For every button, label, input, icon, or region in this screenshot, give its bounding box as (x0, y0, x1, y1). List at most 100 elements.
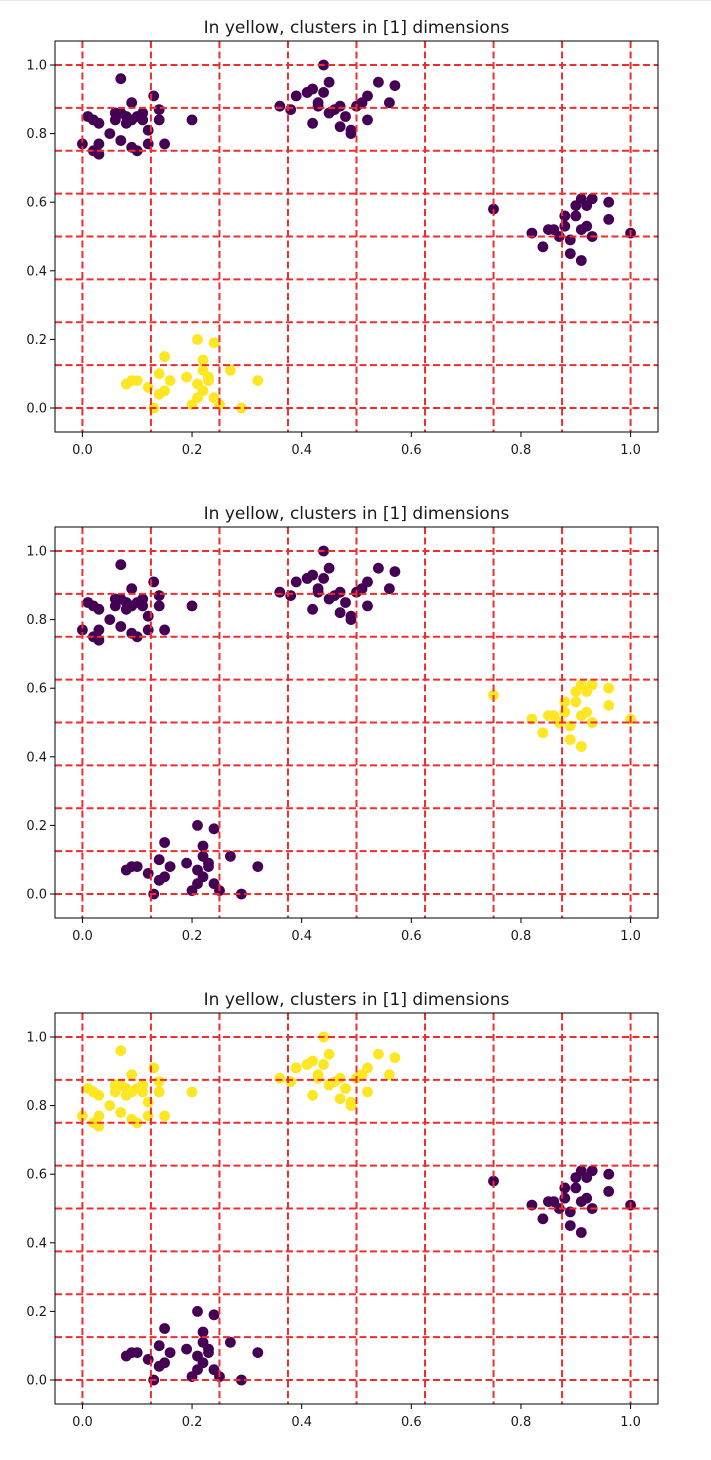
data-point (274, 100, 286, 112)
data-point (384, 1069, 395, 1081)
data-point (186, 600, 198, 612)
scatter-points (77, 59, 636, 414)
x-tick-label: 0.8 (511, 929, 532, 944)
data-point (186, 114, 198, 126)
data-point (362, 600, 373, 612)
scatter-points (77, 1031, 636, 1386)
data-point (131, 631, 143, 643)
data-point (307, 1055, 318, 1067)
data-point (312, 583, 324, 595)
data-point (126, 583, 138, 595)
data-point (159, 385, 171, 397)
data-point (77, 1110, 88, 1122)
data-point (131, 861, 143, 872)
data-point (575, 255, 587, 266)
data-point (340, 597, 351, 608)
chart-title: In yellow, clusters in [1] dimensions (204, 18, 510, 38)
data-point (77, 624, 88, 636)
data-point (142, 1354, 154, 1365)
x-tick-label: 0.2 (182, 929, 203, 944)
data-point (115, 621, 127, 632)
data-point (104, 128, 116, 140)
x-tick-label: 0.4 (291, 1415, 312, 1430)
data-point (537, 241, 549, 253)
data-point (318, 87, 329, 98)
data-point (197, 871, 209, 883)
data-point (252, 1347, 264, 1358)
y-tick-label: 0.6 (26, 682, 47, 697)
data-point (334, 607, 346, 619)
data-point (537, 1213, 549, 1225)
data-point (131, 1117, 143, 1129)
data-point (362, 114, 373, 126)
data-point (203, 1347, 214, 1358)
data-point (285, 104, 297, 115)
data-point (153, 600, 165, 612)
data-point (290, 576, 302, 588)
data-point (186, 1086, 198, 1098)
data-point (153, 1340, 165, 1352)
data-point (164, 375, 176, 386)
data-point (603, 1186, 615, 1197)
x-tick-label: 0.0 (72, 443, 93, 458)
data-point (334, 586, 346, 598)
data-point (603, 196, 615, 208)
data-point (389, 566, 401, 577)
data-point (334, 100, 346, 112)
data-point (197, 1326, 209, 1338)
data-point (559, 1182, 571, 1194)
data-point (586, 1165, 598, 1177)
data-point (581, 706, 593, 718)
data-point (312, 97, 324, 109)
data-point (340, 1083, 351, 1094)
data-point (181, 857, 193, 869)
data-point (197, 354, 209, 366)
data-point (307, 83, 318, 95)
y-tick-label: 1.0 (26, 545, 47, 560)
data-point (225, 850, 236, 862)
data-point (236, 888, 247, 900)
data-point (559, 696, 571, 708)
data-point (142, 610, 154, 622)
data-point (559, 1192, 571, 1204)
data-point (323, 562, 335, 574)
x-tick-label: 0.8 (511, 1415, 532, 1430)
data-point (307, 569, 318, 581)
data-point (126, 97, 138, 109)
data-point (285, 1076, 297, 1087)
data-point (570, 210, 582, 222)
data-point (153, 854, 165, 866)
y-tick-label: 0.6 (26, 1168, 47, 1183)
data-point (570, 1182, 582, 1194)
grid-lines (55, 41, 658, 432)
x-tick-label: 0.2 (182, 443, 203, 458)
data-point (93, 117, 105, 129)
data-point (137, 593, 149, 605)
data-point (142, 1096, 154, 1108)
axes-frame (54, 526, 659, 919)
data-point (192, 334, 203, 345)
data-point (197, 840, 209, 852)
data-point (323, 76, 335, 88)
y-tick-label: 0.4 (26, 750, 47, 765)
data-point (564, 734, 576, 745)
x-tick-label: 1.0 (620, 1415, 641, 1430)
data-point (537, 727, 549, 739)
data-point (274, 586, 286, 598)
data-point (159, 351, 171, 362)
data-point (197, 1357, 209, 1369)
x-tick-label: 0.8 (511, 443, 532, 458)
data-point (208, 1309, 220, 1321)
data-point (236, 402, 247, 414)
data-point (115, 73, 127, 85)
data-point (142, 624, 154, 636)
x-tick-label: 1.0 (620, 929, 641, 944)
data-point (159, 1323, 171, 1334)
chart-title: In yellow, clusters in [1] dimensions (204, 504, 510, 524)
data-point (575, 1227, 587, 1238)
x-tick-label: 0.4 (291, 443, 312, 458)
data-point (131, 1347, 143, 1358)
data-point (252, 375, 264, 386)
chart-panel-2: In yellow, clusters in [1] dimensions 0.0… (26, 504, 659, 944)
data-point (159, 138, 171, 150)
